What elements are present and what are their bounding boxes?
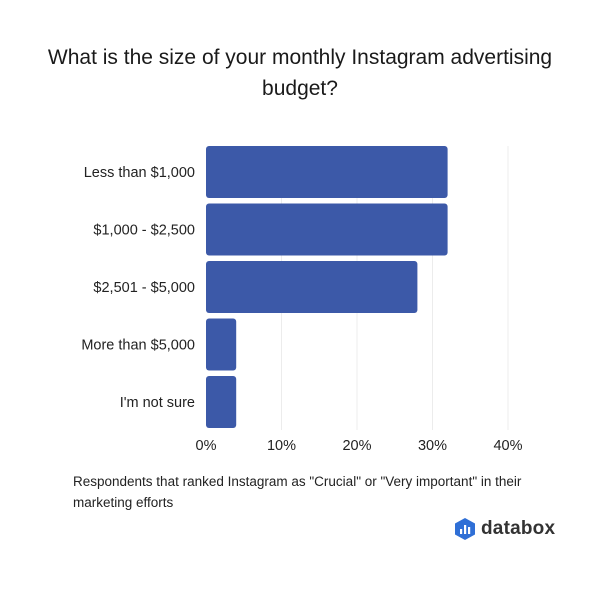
chart-footnote: Respondents that ranked Instagram as "Cr… [73, 474, 522, 510]
category-label: More than $5,000 [81, 338, 195, 354]
bar [206, 146, 448, 198]
databox-logo: databox [455, 518, 555, 540]
bar [206, 203, 448, 256]
x-tick-label: 20% [342, 438, 371, 454]
bar [206, 261, 418, 313]
chart-title: What is the size of your monthly Instagr… [47, 46, 553, 100]
x-tick-label: 40% [493, 438, 522, 454]
bar [206, 318, 237, 371]
x-tick-label: 10% [267, 438, 296, 454]
category-label: $1,000 - $2,500 [93, 223, 195, 239]
category-label: I'm not sure [120, 395, 195, 411]
databox-logo-icon [455, 518, 475, 540]
logo-text: databox [481, 518, 556, 539]
x-tick-label: 0% [196, 438, 217, 454]
category-label: Less than $1,000 [84, 165, 195, 181]
category-label: $2,501 - $5,000 [93, 280, 195, 296]
bar [206, 376, 237, 428]
x-tick-label: 30% [418, 438, 447, 454]
